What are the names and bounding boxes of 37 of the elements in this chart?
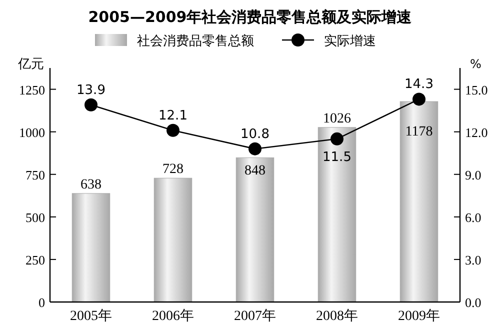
x-tick-label: 2005年	[70, 308, 112, 324]
x-tick-label: 2006年	[152, 308, 194, 324]
y2-tick-label: 6.0	[465, 210, 482, 225]
y2-tick-label: 3.0	[465, 252, 482, 268]
y-axis-title: 亿元	[17, 57, 44, 72]
data-label: 12.1	[158, 108, 188, 124]
data-label: 848	[244, 164, 266, 179]
data-label: 13.9	[76, 82, 106, 98]
point	[166, 124, 180, 137]
y2-axis-title: %	[470, 57, 482, 71]
legend-label: 实际增速	[324, 34, 376, 49]
data-label: 638	[80, 177, 102, 192]
y2-tick-label: 12.0	[465, 124, 488, 140]
point	[248, 142, 262, 156]
data-label: 728	[162, 162, 184, 178]
point	[330, 132, 344, 146]
point	[84, 98, 98, 112]
data-label: 14.3	[404, 77, 434, 92]
y2-tick-label: 9.0	[465, 167, 482, 182]
y-tick-label: 750	[26, 167, 45, 182]
y2-tick-label: 0.0	[465, 295, 482, 310]
y-tick-label: 250	[26, 252, 45, 268]
point	[412, 92, 426, 106]
x-tick-label: 2008年	[316, 308, 358, 324]
data-label: 1178	[405, 124, 433, 140]
y-tick-label: 0	[38, 295, 45, 310]
y-tick-label: 500	[26, 210, 45, 225]
data-label: 10.8	[240, 126, 270, 142]
x-tick-label: 2009年	[398, 308, 440, 324]
legend-label: 社会消费品零售总额	[137, 34, 254, 49]
y2-tick-label: 15.0	[465, 82, 488, 98]
chart-title: 2005—2009年社会消费品零售总额及实际增速	[88, 8, 413, 26]
data-label: 11.5	[322, 150, 352, 165]
x-tick-label: 2007年	[234, 308, 276, 324]
data-label: 1026	[323, 111, 351, 126]
y-tick-label: 1000	[19, 124, 45, 140]
y-tick-label: 1250	[19, 82, 45, 98]
